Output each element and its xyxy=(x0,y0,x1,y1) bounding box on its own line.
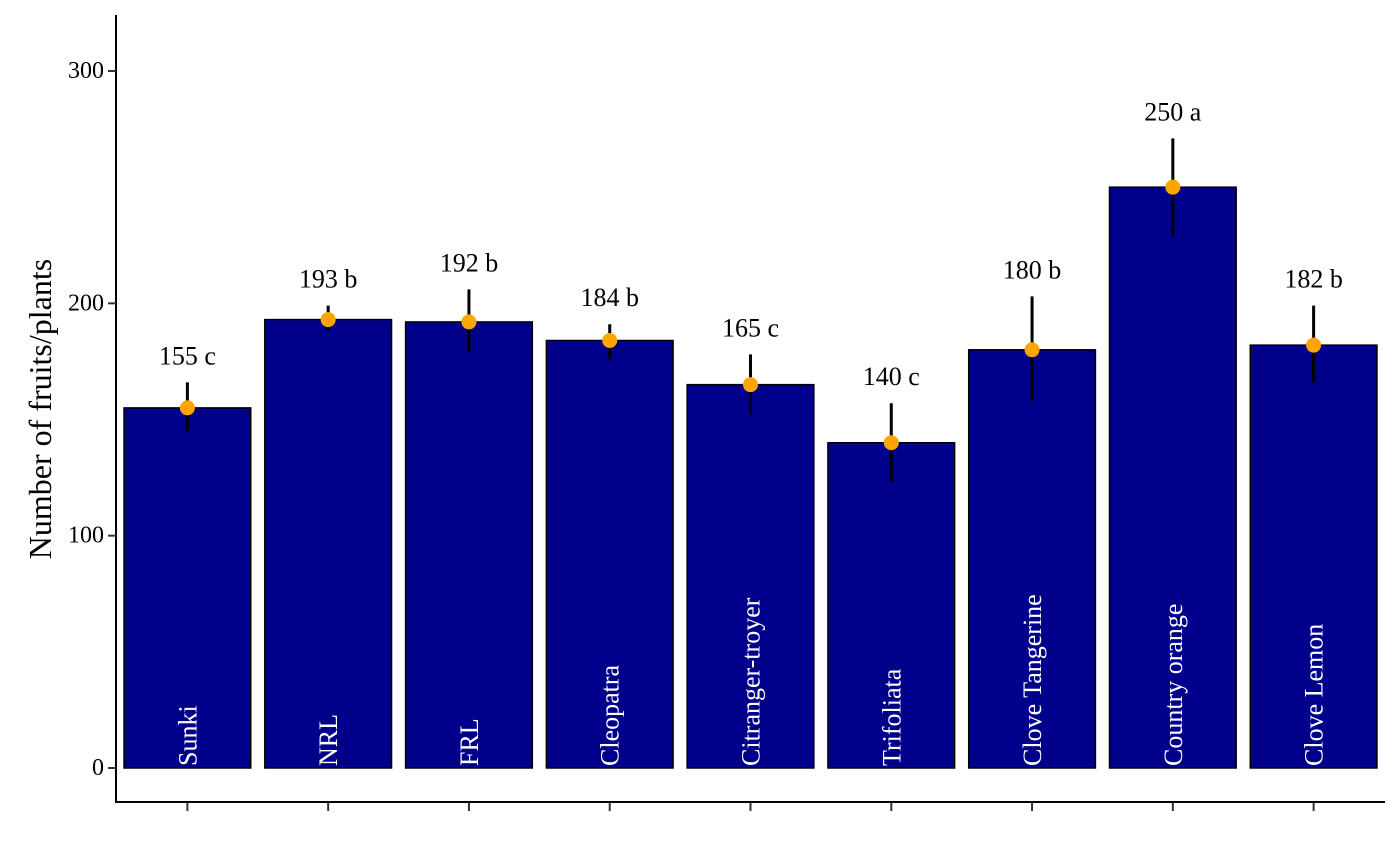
category-label: Clove Lemon xyxy=(1300,624,1329,766)
mean-point xyxy=(1025,342,1040,357)
data-label: 180 b xyxy=(1003,255,1062,284)
category-label: NRL xyxy=(314,714,343,766)
bar xyxy=(265,320,392,768)
category-label: Trifoliata xyxy=(877,668,906,766)
y-tick-label: 100 xyxy=(68,523,104,549)
data-label: 193 b xyxy=(299,265,358,294)
data-label: 140 c xyxy=(863,362,920,391)
mean-point xyxy=(884,435,899,450)
mean-point xyxy=(1165,180,1180,195)
category-label: FRL xyxy=(455,718,484,766)
y-axis-label: Number of fruits/plants xyxy=(22,259,58,559)
category-label: Sunki xyxy=(173,705,202,766)
mean-point xyxy=(1306,338,1321,353)
mean-point xyxy=(180,400,195,415)
bar xyxy=(406,322,533,768)
y-tick-label: 0 xyxy=(92,755,104,781)
category-label: Country orange xyxy=(1159,604,1188,766)
y-tick-label: 200 xyxy=(68,290,104,316)
y-axis: 0 100 200 300 xyxy=(68,58,116,781)
category-label: Citranger-troyer xyxy=(737,597,766,766)
data-label: 184 b xyxy=(580,283,639,312)
x-axis xyxy=(187,803,1313,811)
data-label: 250 a xyxy=(1144,97,1202,126)
y-tick-label: 300 xyxy=(68,58,104,84)
data-label: 192 b xyxy=(440,248,499,277)
mean-point xyxy=(602,333,617,348)
category-label: Cleopatra xyxy=(596,664,625,766)
category-label: Clove Tangerine xyxy=(1018,594,1047,766)
data-label: 165 c xyxy=(722,313,779,342)
mean-point xyxy=(743,377,758,392)
data-label: 155 c xyxy=(159,341,216,370)
data-label: 182 b xyxy=(1284,265,1343,294)
mean-point xyxy=(461,314,476,329)
mean-point xyxy=(321,312,336,327)
